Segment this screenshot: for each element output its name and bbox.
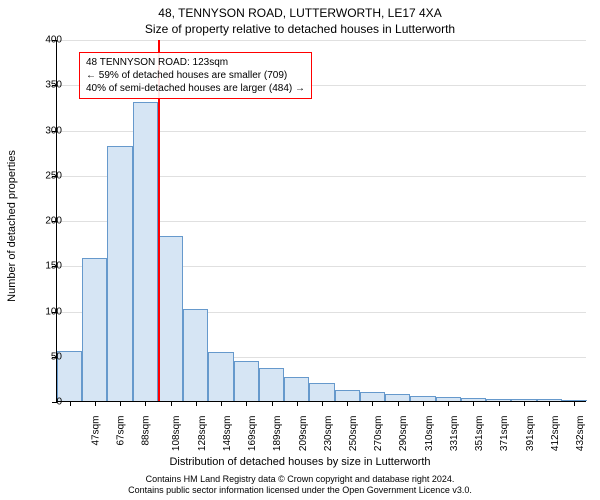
x-tick-label: 148sqm — [222, 416, 233, 452]
x-tick-label: 432sqm — [575, 416, 586, 452]
x-tick — [322, 401, 323, 406]
histogram-bar — [183, 309, 208, 401]
y-tick-label: 200 — [45, 216, 62, 227]
x-tick-label: 250sqm — [348, 416, 359, 452]
y-tick-label: 300 — [45, 125, 62, 136]
y-tick-label: 400 — [45, 35, 62, 46]
footer-line2: Contains public sector information licen… — [0, 485, 600, 496]
histogram-bar — [107, 146, 132, 401]
x-tick-label: 47sqm — [90, 416, 101, 446]
x-tick-label: 169sqm — [247, 416, 258, 452]
x-axis-title: Distribution of detached houses by size … — [0, 456, 600, 468]
histogram-bar — [259, 368, 284, 401]
x-tick-label: 189sqm — [272, 416, 283, 452]
annotation-line: 48 TENNYSON ROAD: 123sqm — [86, 56, 305, 69]
x-tick — [524, 401, 525, 406]
chart-plot-area: 48 TENNYSON ROAD: 123sqm← 59% of detache… — [56, 40, 586, 402]
x-tick — [145, 401, 146, 406]
y-axis-title: Number of detached properties — [6, 150, 18, 302]
x-tick — [398, 401, 399, 406]
histogram-bar — [385, 394, 410, 401]
x-tick — [372, 401, 373, 406]
x-tick-label: 310sqm — [424, 416, 435, 452]
x-tick — [70, 401, 71, 406]
chart-title-line1: 48, TENNYSON ROAD, LUTTERWORTH, LE17 4XA — [0, 6, 600, 20]
x-tick-label: 209sqm — [298, 416, 309, 452]
x-tick-label: 270sqm — [373, 416, 384, 452]
y-tick-label: 0 — [56, 397, 62, 408]
x-tick — [473, 401, 474, 406]
x-tick — [297, 401, 298, 406]
x-tick — [246, 401, 247, 406]
histogram-bar — [234, 361, 259, 401]
histogram-bar — [284, 377, 309, 401]
x-tick-label: 108sqm — [171, 416, 182, 452]
x-tick — [196, 401, 197, 406]
histogram-bar — [133, 102, 158, 401]
gridline — [57, 40, 586, 41]
histogram-bar — [309, 383, 334, 401]
x-tick-label: 331sqm — [449, 416, 460, 452]
x-tick — [120, 401, 121, 406]
x-tick-label: 88sqm — [141, 416, 152, 446]
y-tick-label: 250 — [45, 170, 62, 181]
x-tick — [574, 401, 575, 406]
histogram-bar — [360, 392, 385, 401]
x-tick-label: 230sqm — [323, 416, 334, 452]
x-tick — [448, 401, 449, 406]
x-tick — [171, 401, 172, 406]
annotation-line: 40% of semi-detached houses are larger (… — [86, 82, 305, 95]
y-tick-label: 150 — [45, 261, 62, 272]
histogram-bar — [82, 258, 107, 401]
footer-attribution: Contains HM Land Registry data © Crown c… — [0, 474, 600, 496]
x-tick-label: 371sqm — [500, 416, 511, 452]
x-tick-label: 290sqm — [399, 416, 410, 452]
x-tick — [423, 401, 424, 406]
y-tick-label: 50 — [51, 351, 62, 362]
annotation-box: 48 TENNYSON ROAD: 123sqm← 59% of detache… — [79, 52, 312, 99]
x-tick — [499, 401, 500, 406]
x-tick-label: 67sqm — [115, 416, 126, 446]
x-tick — [221, 401, 222, 406]
x-tick — [95, 401, 96, 406]
x-tick-label: 391sqm — [525, 416, 536, 452]
x-tick — [272, 401, 273, 406]
x-tick — [549, 401, 550, 406]
histogram-bar — [158, 236, 183, 401]
x-tick — [347, 401, 348, 406]
chart-title-line2: Size of property relative to detached ho… — [0, 22, 600, 36]
y-tick-label: 100 — [45, 306, 62, 317]
x-tick-label: 128sqm — [197, 416, 208, 452]
histogram-bar — [335, 390, 360, 401]
footer-line1: Contains HM Land Registry data © Crown c… — [0, 474, 600, 485]
x-tick-label: 351sqm — [474, 416, 485, 452]
annotation-line: ← 59% of detached houses are smaller (70… — [86, 69, 305, 82]
y-tick-label: 350 — [45, 80, 62, 91]
x-tick-label: 412sqm — [550, 416, 561, 452]
histogram-bar — [208, 352, 233, 401]
